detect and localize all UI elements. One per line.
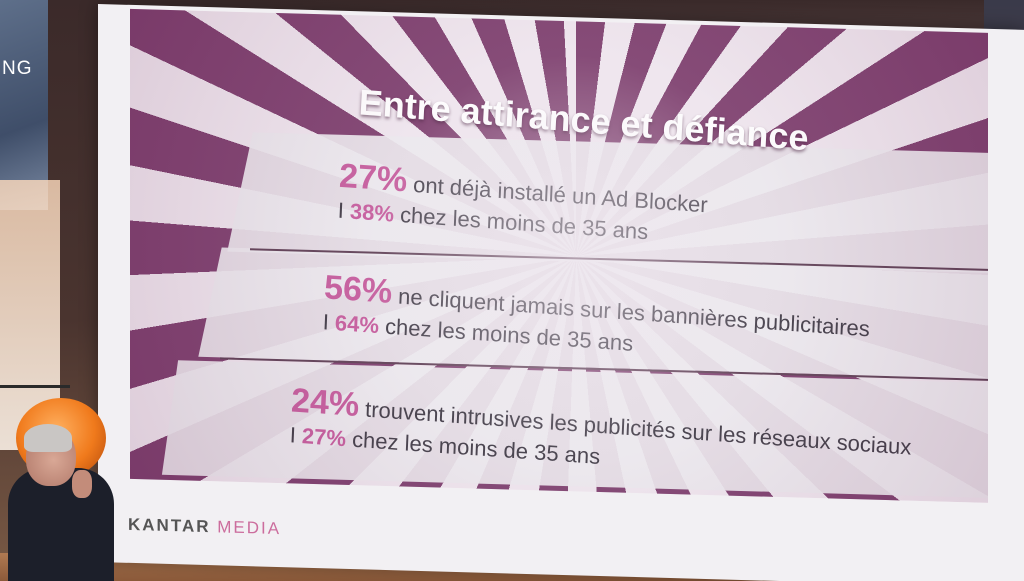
stat-sub-prefix: I xyxy=(337,197,345,224)
slide-stat-1: 27% ont déjà installé un Ad Blocker I 38… xyxy=(337,157,708,250)
stat-subline: I 27% chez les moins de 35 ans xyxy=(289,422,910,491)
logo-main: KANTAR xyxy=(128,514,211,537)
kantar-media-logo: KANTAR MEDIA xyxy=(128,515,281,539)
slide-divider xyxy=(220,357,988,383)
slide-band-1 xyxy=(227,132,988,274)
stat-percentage: 56% xyxy=(323,268,394,312)
stat-percentage: 27% xyxy=(338,156,409,200)
stat-sub-percentage: 27% xyxy=(301,423,347,452)
speaker-body xyxy=(8,468,114,581)
stat-sub-text: chez les moins de 35 ans xyxy=(399,202,649,245)
slide-band-3 xyxy=(161,360,988,500)
speaker-hand xyxy=(72,470,92,498)
stat-percentage: 24% xyxy=(290,381,361,425)
slide-divider xyxy=(250,248,988,273)
slide-title: Entre attirance et défiance xyxy=(357,81,810,159)
stat-subline: I 64% chez les moins de 35 ans xyxy=(322,309,869,373)
slide-band-2 xyxy=(198,247,988,380)
stat-sub-text: chez les moins de 35 ans xyxy=(351,426,601,469)
slide-stat-2: 56% ne cliquent jamais sur les bannières… xyxy=(322,268,871,373)
stat-sub-prefix: I xyxy=(289,422,297,448)
stat-sub-text: chez les moins de 35 ans xyxy=(384,313,634,356)
stat-subline: I 38% chez les moins de 35 ans xyxy=(337,198,707,250)
slide-spiral-background: Entre attirance et défiance 27% ont déjà… xyxy=(130,8,988,503)
stat-sub-percentage: 64% xyxy=(334,310,380,339)
slide-stat-3: 24% trouvent intrusives les publicités s… xyxy=(289,381,912,491)
stat-text: ne cliquent jamais sur les bannières pub… xyxy=(397,283,871,342)
projection-screen: Entre attirance et défiance 27% ont déjà… xyxy=(98,4,1024,581)
stat-sub-prefix: I xyxy=(322,309,330,335)
stat-sub-percentage: 38% xyxy=(349,198,395,227)
logo-sub: MEDIA xyxy=(217,517,282,539)
stat-text: ont déjà installé un Ad Blocker xyxy=(412,171,709,218)
stat-text: trouvent intrusives les publicités sur l… xyxy=(364,396,912,460)
lamp-stand xyxy=(0,385,70,388)
speaker-hair xyxy=(24,424,72,452)
side-banner: NG xyxy=(0,0,48,210)
side-banner-text: NG xyxy=(2,58,33,79)
